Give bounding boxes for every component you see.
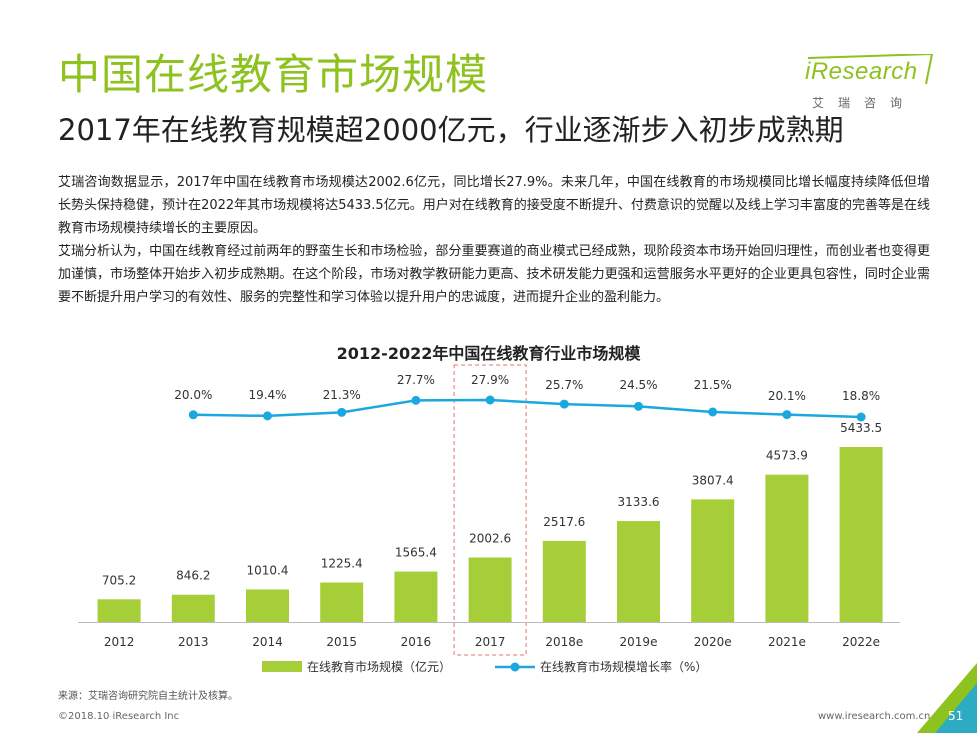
bar-label-2021e: 4573.9	[766, 449, 808, 463]
growth-point-2015	[337, 407, 347, 417]
growth-label-2018e: 25.7%	[545, 378, 583, 392]
highlight-box	[453, 364, 527, 656]
x-tick-2017: 2017	[475, 635, 506, 649]
growth-label-2013: 20.0%	[174, 388, 212, 402]
growth-point-2019e	[634, 401, 643, 411]
x-tick-2019e: 2019e	[620, 635, 658, 649]
growth-point-2018e	[559, 399, 569, 409]
growth-label-2017: 27.9%	[471, 373, 509, 387]
bar-2018e	[542, 540, 586, 622]
growth-label-2019e: 24.5%	[619, 378, 657, 392]
x-tick-2020e: 2020e	[694, 635, 732, 649]
growth-label-2014: 19.4%	[248, 388, 286, 402]
growth-label-2015: 21.3%	[323, 388, 361, 402]
bar-2021e	[765, 474, 809, 622]
x-tick-2012: 2012	[104, 635, 135, 649]
bar-label-2015: 1225.4	[321, 557, 363, 571]
growth-point-2022e	[856, 412, 866, 422]
bar-2022e	[839, 447, 883, 622]
bar-label-2013: 846.2	[176, 569, 210, 583]
legend-line-label: 在线教育市场规模增长率（%）	[540, 659, 707, 674]
bar-label-2017: 2002.6	[469, 532, 511, 546]
x-tick-2014: 2014	[252, 635, 283, 649]
bar-label-2014: 1010.4	[247, 563, 289, 577]
x-tick-2016: 2016	[401, 635, 432, 649]
bar-label-2020e: 3807.4	[692, 473, 734, 487]
paragraph-1: 艾瑞咨询数据显示，2017年中国在线教育市场规模达2002.6亿元，同比增长27…	[58, 175, 930, 236]
growth-point-2017	[485, 395, 495, 405]
growth-point-2016	[411, 395, 421, 405]
growth-line	[193, 398, 862, 419]
x-tick-2022e: 2022e	[842, 635, 880, 649]
x-tick-2013: 2013	[178, 635, 209, 649]
bar-2019e	[617, 521, 660, 622]
bar-label-2019e: 3133.6	[618, 495, 660, 509]
bar-label-2012: 705.2	[102, 573, 136, 587]
x-tick-2015: 2015	[326, 635, 357, 649]
x-tick-2018e: 2018e	[545, 635, 583, 649]
x-tick-2021e: 2021e	[768, 635, 806, 649]
bar-2013	[171, 594, 215, 622]
bar-label-2016: 1565.4	[395, 546, 437, 560]
iresearch-logo	[806, 52, 936, 112]
growth-point-2020e	[708, 407, 718, 417]
growth-point-2021e	[782, 410, 792, 420]
bar-2020e	[691, 499, 735, 622]
growth-point-2014	[263, 411, 272, 421]
growth-label-2021e: 20.1%	[768, 389, 806, 403]
bar-label-2018e: 2517.6	[543, 515, 585, 529]
bar-label-2022e: 5433.5	[840, 421, 882, 435]
logo-subtext: 艾瑞咨询	[812, 96, 917, 110]
growth-label-2022e: 18.8%	[842, 389, 880, 403]
copyright: ©2018.10 iResearch Inc	[58, 711, 180, 722]
bar-2014	[246, 589, 289, 622]
bar-2016	[394, 571, 438, 622]
bar-2015	[320, 582, 364, 622]
growth-label-2016: 27.7%	[397, 373, 435, 387]
legend-bar-label: 在线教育市场规模（亿元）	[307, 659, 451, 674]
page-number: 51	[948, 709, 964, 723]
legend-line-marker	[510, 662, 520, 672]
growth-point-2013	[188, 410, 198, 420]
bar-2017	[468, 557, 512, 622]
growth-label-2020e: 21.5%	[694, 378, 732, 392]
chart-title: 2012-2022年中国在线教育行业市场规模	[336, 344, 641, 363]
logo-text: iResearch	[805, 58, 918, 85]
corner-decoration	[917, 663, 977, 733]
website-link[interactable]: www.iresearch.com.cn	[818, 711, 931, 722]
source-note: 来源：艾瑞咨询研究院自主统计及核算。	[58, 691, 238, 702]
page-title: 中国在线教育市场规模	[58, 50, 489, 99]
paragraph-2: 艾瑞分析认为，中国在线教育经过前两年的野蛮生长和市场检验，部分重要赛道的商业模式…	[58, 244, 930, 305]
logo-shape-icon	[807, 52, 934, 85]
bar-2012	[97, 599, 141, 622]
page-subtitle: 2017年在线教育规模超2000亿元，行业逐渐步入初步成熟期	[58, 113, 844, 147]
legend-bar-swatch	[262, 661, 302, 672]
